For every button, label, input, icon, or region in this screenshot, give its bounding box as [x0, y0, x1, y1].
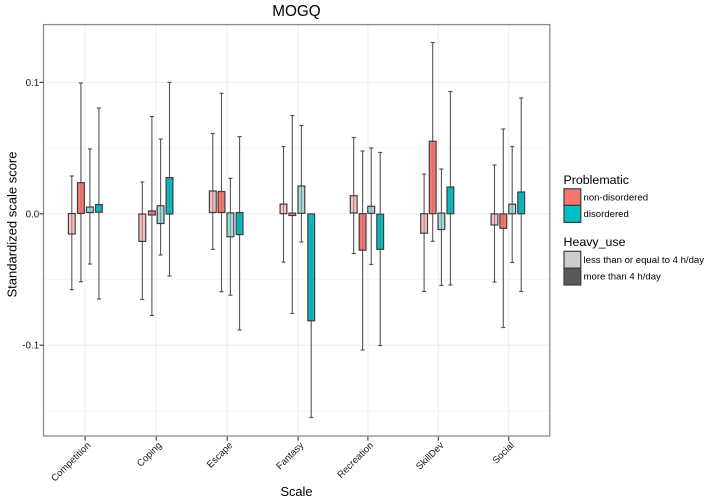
svg-text:-0.1: -0.1: [22, 341, 39, 352]
svg-text:disordered: disordered: [584, 209, 629, 220]
svg-text:Problematic: Problematic: [564, 173, 629, 187]
svg-text:non-disordered: non-disordered: [584, 192, 649, 203]
svg-text:0.1: 0.1: [26, 78, 40, 89]
svg-text:Standardized scale score: Standardized scale score: [4, 152, 19, 298]
svg-text:Heavy_use: Heavy_use: [564, 235, 626, 249]
svg-text:Scale: Scale: [280, 484, 312, 499]
svg-text:less than or equal to 4 h/day: less than or equal to 4 h/day: [584, 255, 705, 266]
svg-text:more than 4 h/day: more than 4 h/day: [584, 272, 662, 283]
svg-text:0.0: 0.0: [26, 209, 40, 220]
svg-text:MOGQ: MOGQ: [272, 3, 321, 20]
